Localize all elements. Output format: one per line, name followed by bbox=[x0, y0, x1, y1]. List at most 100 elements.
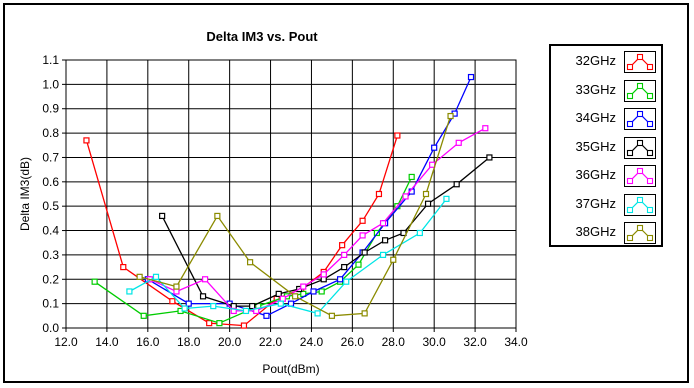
x-tick-label: 28.0 bbox=[382, 335, 406, 349]
data-point bbox=[263, 312, 270, 319]
x-tick-label: 30.0 bbox=[423, 335, 447, 349]
data-point bbox=[152, 273, 160, 280]
legend-swatch-icon bbox=[624, 193, 656, 216]
data-point bbox=[431, 144, 438, 151]
x-tick-label: 12.0 bbox=[54, 335, 78, 349]
data-point bbox=[455, 139, 462, 146]
series-line-38ghz bbox=[139, 115, 452, 317]
data-point bbox=[240, 322, 248, 329]
y-axis-label: Delta IM3(dB) bbox=[18, 157, 32, 231]
data-point bbox=[320, 271, 327, 278]
legend-swatch-marker bbox=[646, 92, 654, 99]
data-point bbox=[216, 320, 223, 327]
y-tick-label: 0.7 bbox=[42, 150, 59, 164]
data-point bbox=[447, 112, 454, 120]
data-point bbox=[173, 288, 180, 295]
data-point bbox=[416, 229, 423, 237]
x-tick-label: 18.0 bbox=[177, 335, 201, 349]
data-point bbox=[424, 200, 432, 207]
data-point bbox=[408, 173, 415, 181]
legend-swatch-icon bbox=[624, 108, 656, 130]
y-tick-label: 0.0 bbox=[42, 321, 59, 335]
data-point bbox=[314, 310, 321, 317]
legend-swatch-marker bbox=[636, 53, 644, 61]
data-point bbox=[318, 288, 325, 295]
legend-swatch-icon bbox=[624, 79, 656, 102]
data-point bbox=[375, 190, 383, 198]
x-tick-label: 22.0 bbox=[259, 335, 283, 349]
x-tick-label: 32.0 bbox=[463, 335, 487, 349]
data-point bbox=[181, 305, 188, 312]
data-point bbox=[486, 154, 493, 161]
x-tick-label: 24.0 bbox=[300, 335, 324, 349]
data-point bbox=[453, 181, 460, 188]
y-tick-label: 0.1 bbox=[42, 297, 59, 311]
legend-swatch-marker bbox=[646, 177, 654, 185]
data-point bbox=[429, 161, 436, 168]
series-36ghz bbox=[146, 125, 489, 315]
legend-swatch-marker bbox=[636, 224, 644, 232]
data-point bbox=[136, 273, 143, 280]
data-point bbox=[467, 73, 475, 81]
legend-item-32ghz: 32GHz bbox=[551, 48, 661, 76]
legend-swatch-marker bbox=[646, 63, 654, 71]
data-point bbox=[422, 190, 430, 198]
data-point bbox=[402, 193, 409, 200]
data-point bbox=[126, 288, 133, 295]
y-tick-label: 0.4 bbox=[42, 224, 59, 238]
data-point bbox=[482, 125, 489, 132]
data-point bbox=[341, 251, 348, 259]
legend-swatch-marker bbox=[646, 120, 654, 128]
data-point bbox=[214, 212, 221, 220]
y-tick-label: 0.9 bbox=[42, 102, 59, 116]
data-point bbox=[83, 137, 90, 144]
gridlines bbox=[62, 59, 517, 332]
legend-label: 35GHz bbox=[575, 138, 616, 154]
data-point bbox=[140, 312, 147, 319]
data-point bbox=[361, 249, 368, 256]
data-point bbox=[381, 237, 389, 244]
legend-swatch-marker bbox=[626, 149, 634, 156]
tick-labels: 12.0 14.0 16.0 18.0 20.0 22.0 24.0 26.0 28.0 30.0… bbox=[42, 53, 528, 349]
x-axis-label: Pout(dBm) bbox=[262, 362, 319, 376]
data-point bbox=[355, 261, 362, 268]
data-point bbox=[246, 259, 254, 266]
data-point bbox=[185, 300, 192, 307]
data-point bbox=[394, 132, 401, 139]
y-tick-label: 0.2 bbox=[42, 272, 59, 286]
data-point bbox=[201, 276, 209, 283]
legend-swatch-icon bbox=[624, 136, 656, 159]
y-tick-label: 0.3 bbox=[42, 248, 59, 262]
data-point bbox=[390, 256, 397, 263]
data-point bbox=[336, 276, 344, 283]
legend-label: 32GHz bbox=[575, 53, 616, 68]
legend-item-37ghz: 37GHz bbox=[551, 191, 661, 219]
data-point bbox=[230, 302, 237, 310]
legend-swatch-marker bbox=[626, 92, 634, 99]
data-point bbox=[249, 302, 256, 310]
data-point bbox=[275, 290, 282, 297]
data-point bbox=[443, 195, 450, 202]
series-38ghz bbox=[136, 112, 454, 319]
data-point bbox=[320, 276, 327, 283]
y-tick-label: 1.1 bbox=[42, 53, 59, 67]
series-group bbox=[83, 73, 493, 329]
data-point bbox=[159, 212, 166, 220]
legend-swatch-marker bbox=[646, 149, 654, 156]
data-point bbox=[379, 220, 387, 227]
data-point bbox=[359, 217, 366, 224]
data-point bbox=[91, 278, 98, 285]
data-point bbox=[339, 242, 346, 249]
legend-label: 34GHz bbox=[575, 110, 616, 125]
y-tick-label: 1.0 bbox=[42, 77, 59, 91]
legend-swatch-icon bbox=[624, 222, 656, 244]
legend-swatch-marker bbox=[626, 63, 634, 71]
legend-label: 36GHz bbox=[575, 167, 616, 182]
y-tick-label: 0.8 bbox=[42, 126, 59, 140]
data-point bbox=[291, 293, 299, 300]
legend-swatch-marker bbox=[636, 196, 644, 203]
data-point bbox=[310, 288, 317, 295]
legend-swatch-marker bbox=[636, 110, 644, 118]
legend-item-35ghz: 35GHz bbox=[551, 134, 661, 162]
